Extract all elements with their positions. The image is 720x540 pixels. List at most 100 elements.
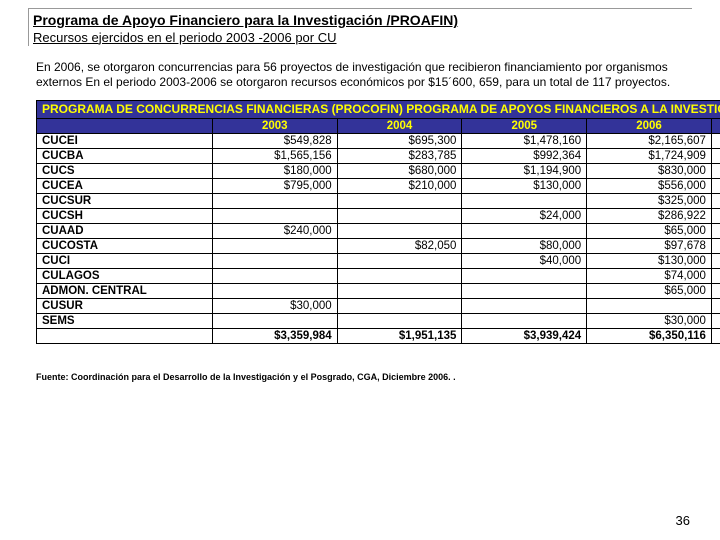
cell-value: [212, 283, 337, 298]
cell-value: $1,724,909: [587, 148, 712, 163]
total-value: $3,359,984: [212, 328, 337, 343]
cell-value: $30,000: [587, 313, 712, 328]
table-row: CUCEA$795,000$210,000$130,000$556,000$1,…: [37, 178, 720, 193]
table-main-header: PROGRAMA DE CONCURRENCIAS FINANCIERAS (P…: [37, 101, 720, 118]
col-header-2006: 2006: [587, 118, 712, 133]
cell-value: $4,888,895: [711, 133, 720, 148]
total-value: $3,939,424: [462, 328, 587, 343]
table-total-row: $3,359,984$1,951,135$3,939,424$6,350,116…: [37, 328, 720, 343]
col-header-2004: 2004: [337, 118, 462, 133]
cell-value: [337, 208, 462, 223]
table-row: CUSUR$30,000$30,000: [37, 298, 720, 313]
col-header-Suma: Suma: [711, 118, 720, 133]
table-header-row: 2003200420052006Suma: [37, 118, 720, 133]
cell-value: $30,000: [711, 313, 720, 328]
page-subtitle: Recursos ejercidos en el periodo 2003 -2…: [33, 30, 688, 47]
cell-value: [462, 223, 587, 238]
row-label: CULAGOS: [37, 268, 213, 283]
cell-value: $305,000: [711, 223, 720, 238]
page-number: 36: [676, 513, 690, 528]
cell-value: [337, 268, 462, 283]
cell-value: [212, 208, 337, 223]
row-label: CUCEA: [37, 178, 213, 193]
title-block: Programa de Apoyo Financiero para la Inv…: [28, 8, 692, 46]
cell-value: $30,000: [711, 298, 720, 313]
row-label: CUCSH: [37, 208, 213, 223]
cell-value: $30,000: [212, 298, 337, 313]
cell-value: $180,000: [212, 163, 337, 178]
cell-value: $259,728: [711, 238, 720, 253]
cell-value: $286,922: [587, 208, 712, 223]
cell-value: $210,000: [337, 178, 462, 193]
cell-value: $992,364: [462, 148, 587, 163]
cell-value: $1,565,156: [212, 148, 337, 163]
cell-value: $4,566,214: [711, 148, 720, 163]
cell-value: $97,678: [587, 238, 712, 253]
cell-value: [337, 193, 462, 208]
cell-value: $130,000: [587, 253, 712, 268]
cell-value: $283,785: [337, 148, 462, 163]
cell-value: $325,000: [587, 193, 712, 208]
cell-value: $2,165,607: [587, 133, 712, 148]
source-note: Fuente: Coordinación para el Desarrollo …: [36, 372, 684, 382]
table-row: CUCBA$1,565,156$283,785$992,364$1,724,90…: [37, 148, 720, 163]
cell-value: $24,000: [462, 208, 587, 223]
col-header-2003: 2003: [212, 118, 337, 133]
total-value: $6,350,116: [587, 328, 712, 343]
cell-value: $82,050: [337, 238, 462, 253]
cell-value: [587, 298, 712, 313]
cell-value: $74,000: [711, 268, 720, 283]
row-label: CUCI: [37, 253, 213, 268]
cell-value: $170,000: [711, 253, 720, 268]
cell-value: [337, 313, 462, 328]
row-label: CUCBA: [37, 148, 213, 163]
cell-value: [212, 193, 337, 208]
table-row: CUCEI$549,828$695,300$1,478,160$2,165,60…: [37, 133, 720, 148]
table-row: CUCS$180,000$680,000$1,194,900$830,000$2…: [37, 163, 720, 178]
cell-value: $310,922: [711, 208, 720, 223]
cell-value: $40,000: [462, 253, 587, 268]
table-row: CUCSH $24,000$286,922$310,922: [37, 208, 720, 223]
cell-value: $65,000: [587, 283, 712, 298]
row-label: CUSUR: [37, 298, 213, 313]
cell-value: [462, 283, 587, 298]
data-table-wrap: PROGRAMA DE CONCURRENCIAS FINANCIERAS (P…: [36, 100, 684, 343]
col-header-blank: [37, 118, 213, 133]
total-value: $15,600,659: [711, 328, 720, 343]
cell-value: [212, 253, 337, 268]
cell-value: $680,000: [337, 163, 462, 178]
cell-value: [212, 268, 337, 283]
cell-value: [337, 298, 462, 313]
table-row: CULAGOS $74,000$74,000: [37, 268, 720, 283]
table-row: CUCI $40,000$130,000$170,000: [37, 253, 720, 268]
cell-value: $130,000: [462, 178, 587, 193]
cell-value: $74,000: [587, 268, 712, 283]
row-label: CUCS: [37, 163, 213, 178]
cell-value: [212, 313, 337, 328]
cell-value: $1,691,000: [711, 178, 720, 193]
col-header-2005: 2005: [462, 118, 587, 133]
cell-value: $830,000: [587, 163, 712, 178]
row-label: CUAAD: [37, 223, 213, 238]
cell-value: $1,194,900: [462, 163, 587, 178]
body-paragraph: En 2006, se otorgaron concurrencias para…: [36, 60, 684, 90]
cell-value: [462, 313, 587, 328]
cell-value: $240,000: [212, 223, 337, 238]
cell-value: [337, 253, 462, 268]
cell-value: $65,000: [587, 223, 712, 238]
cell-value: $1,478,160: [462, 133, 587, 148]
row-label: CUCSUR: [37, 193, 213, 208]
cell-value: [462, 193, 587, 208]
table-row: CUAAD$240,000 $65,000$305,000: [37, 223, 720, 238]
cell-value: $80,000: [462, 238, 587, 253]
table-row: CUCSUR $325,000$325,000: [37, 193, 720, 208]
row-label: ADMON. CENTRAL: [37, 283, 213, 298]
cell-value: [462, 298, 587, 313]
total-label: [37, 328, 213, 343]
table-row: SEMS $30,000$30,000: [37, 313, 720, 328]
cell-value: $325,000: [711, 193, 720, 208]
table-row: ADMON. CENTRAL$65,000$65,000: [37, 283, 720, 298]
total-value: $1,951,135: [337, 328, 462, 343]
row-label: SEMS: [37, 313, 213, 328]
cell-value: $695,300: [337, 133, 462, 148]
